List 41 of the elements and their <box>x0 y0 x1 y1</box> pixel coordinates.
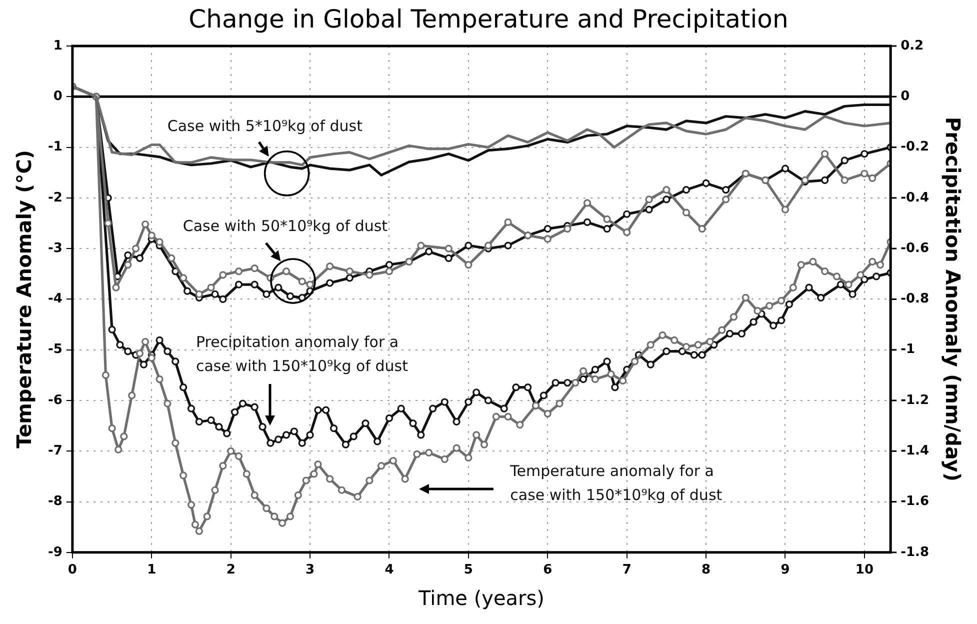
y2-tick-label: -0.2 <box>900 140 930 155</box>
y2-tick-label: -1.6 <box>900 494 930 510</box>
x-tick-label: 0 <box>68 562 77 578</box>
x-tick-label: 8 <box>702 562 711 578</box>
x-tick-label: 5 <box>464 562 473 578</box>
y2-tick-label: -0.6 <box>900 240 930 256</box>
y2-tick-label: -1.8 <box>900 544 930 560</box>
y-tick-label: -5 <box>48 342 62 358</box>
y-tick-label: -8 <box>48 494 62 510</box>
y2-tick-label: -1.4 <box>900 443 930 458</box>
y-tick-label: -4 <box>48 292 62 307</box>
y-tick-label: -1 <box>48 140 62 155</box>
y2-tick-label: -0.8 <box>900 292 930 307</box>
x-tick-label: 7 <box>622 562 632 578</box>
y2-axis-title: Precipitation Anomaly (mm/day) <box>940 116 965 482</box>
x-tick-label: 2 <box>226 562 236 578</box>
x-tick-label: 4 <box>384 562 394 578</box>
y-tick-label: 0 <box>53 89 62 104</box>
y-axis-title: Temperature Anomaly (°C) <box>12 150 36 448</box>
annotation: Case with 5*10⁹kg of dust <box>167 116 362 138</box>
chart-title: Change in Global Temperature and Precipitation <box>188 4 788 34</box>
annotation: Temperature anomaly for a case with 150*10⁹kg of dust <box>510 461 722 506</box>
annotation: Precipitation anomaly for a case with 150*10⁹kg of dust <box>196 332 408 378</box>
y2-tick-label: -1.2 <box>900 392 930 408</box>
y-tick-label: -3 <box>48 240 62 256</box>
x-axis-title: Time (years) <box>418 586 544 610</box>
x-tick-label: 1 <box>147 562 156 578</box>
y-tick-label: -7 <box>48 443 62 458</box>
y-tick-label: 1 <box>53 38 62 54</box>
x-tick-label: 10 <box>855 562 874 578</box>
y-tick-label: -2 <box>48 190 62 206</box>
x-tick-label: 6 <box>543 562 552 578</box>
x-tick-label: 9 <box>780 562 790 578</box>
y2-tick-label: -0.4 <box>900 190 930 206</box>
y2-tick-label: 0 <box>900 89 910 104</box>
y2-tick-label: 0.2 <box>900 38 924 54</box>
annotation: Case with 50*10⁹kg of dust <box>182 216 388 237</box>
y-tick-label: -9 <box>48 544 62 560</box>
y-tick-label: -6 <box>48 392 62 408</box>
y2-tick-label: -1 <box>900 342 916 358</box>
x-tick-label: 3 <box>306 562 315 578</box>
